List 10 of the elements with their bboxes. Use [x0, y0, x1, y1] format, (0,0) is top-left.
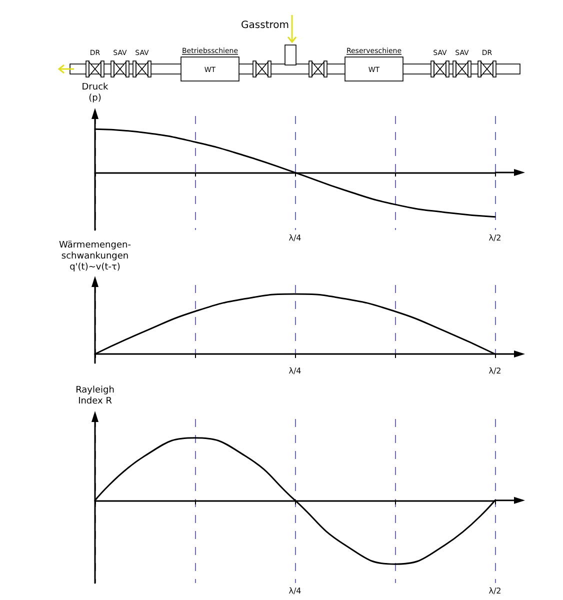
x-tick-label: λ/2 — [488, 234, 502, 242]
text: Gasstrom — [241, 20, 289, 31]
x-tick-label: λ/4 — [288, 366, 302, 376]
x-tick-label: λ/2 — [488, 586, 502, 596]
y-axis-title: Druck (p) — [82, 82, 110, 104]
y-axis-title: Wärmemengen- schwankungen q'(t)~v(t-τ) — [59, 240, 131, 272]
x-tick-label: λ/2 — [488, 366, 502, 376]
x-tick-label: λ/4 — [288, 586, 302, 596]
x-tick-label: λ/4 — [288, 234, 302, 242]
y-axis-title: Rayleigh Index R — [76, 386, 114, 406]
